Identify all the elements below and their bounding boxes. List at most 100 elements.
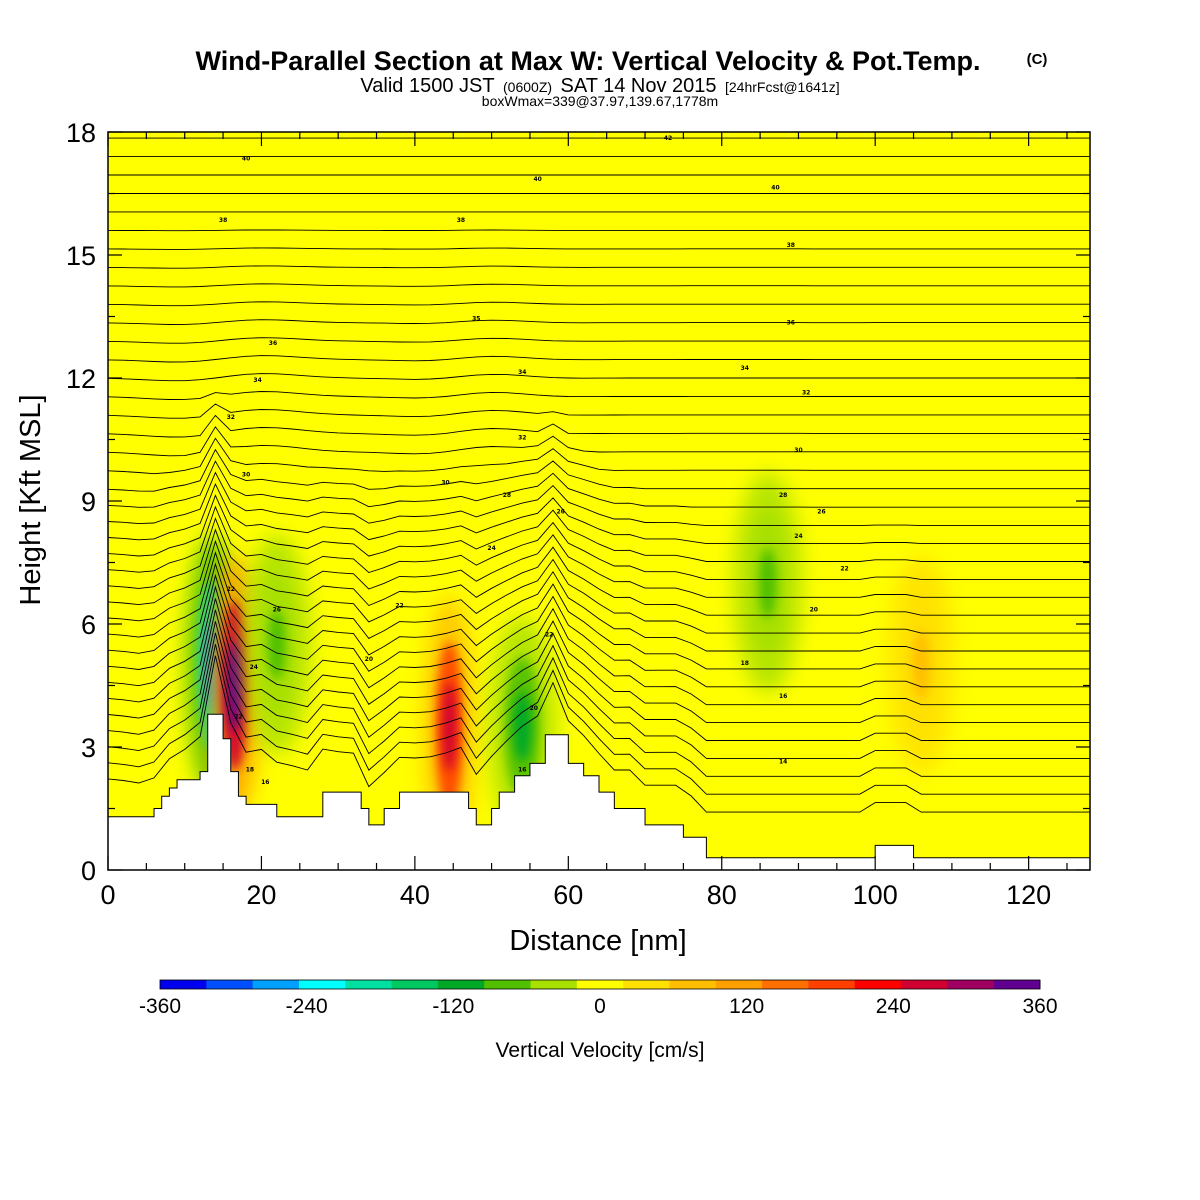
theta-contour bbox=[108, 562, 1090, 670]
contour-label: 20 bbox=[810, 607, 818, 614]
terrain-profile bbox=[108, 713, 1090, 870]
colorbar-swatch bbox=[993, 980, 1041, 989]
x-tick-label: 40 bbox=[400, 880, 430, 910]
theta-contour bbox=[108, 471, 1090, 527]
contour-label: 30 bbox=[794, 447, 802, 454]
y-tick-label: 0 bbox=[81, 856, 96, 886]
theta-contours bbox=[108, 137, 1090, 813]
contour-label: 28 bbox=[779, 492, 787, 499]
y-tick-label: 15 bbox=[66, 241, 96, 271]
contour-label: 32 bbox=[802, 389, 810, 396]
colorbar-swatch bbox=[623, 980, 670, 989]
colorbar-swatch bbox=[808, 980, 856, 989]
contour-label: 36 bbox=[787, 320, 795, 327]
colorbar-tick-label: -240 bbox=[286, 995, 328, 1018]
valid-prefix: Valid 1500 JST bbox=[360, 75, 494, 97]
theta-contour bbox=[108, 414, 1090, 438]
colorbar-frame bbox=[159, 979, 1041, 990]
colorbar-swatch bbox=[437, 980, 485, 989]
theta-contour bbox=[108, 539, 1090, 634]
contour-labels: 40 38 38 40 42 40 38 36 35 36 34 34 34 32 32 32 30 30 30 28… bbox=[219, 135, 849, 786]
velocity-peak bbox=[267, 609, 286, 680]
velocity-peak bbox=[912, 630, 931, 700]
theta-contour bbox=[108, 448, 1090, 492]
contour-label: 30 bbox=[242, 471, 250, 478]
theta-contour bbox=[108, 355, 1090, 363]
theta-contour bbox=[108, 655, 1090, 813]
theta-contour bbox=[108, 265, 1090, 269]
colorbar-swatch bbox=[854, 980, 902, 989]
contour-label: 36 bbox=[269, 340, 277, 347]
colorbar-swatch bbox=[252, 980, 300, 989]
colorbar-swatch bbox=[576, 980, 624, 989]
theta-contour bbox=[108, 482, 1090, 545]
colorbar-swatch bbox=[947, 980, 995, 989]
contour-label: 35 bbox=[472, 316, 480, 323]
contour-label: 30 bbox=[441, 480, 449, 487]
contour-label: 34 bbox=[518, 369, 526, 376]
colorbar-swatch bbox=[715, 980, 763, 989]
x-tick-label: 120 bbox=[1006, 880, 1051, 910]
colorbar-swatch bbox=[160, 980, 207, 989]
theta-contour bbox=[108, 437, 1090, 475]
contour-label: 22 bbox=[545, 631, 553, 638]
chart-title: Wind-Parallel Section at Max W: Vertical… bbox=[196, 46, 981, 76]
contour-label: 40 bbox=[242, 156, 250, 163]
y-tick-label: 12 bbox=[66, 364, 96, 394]
contour-label: 42 bbox=[664, 135, 672, 142]
contour-label: 32 bbox=[518, 435, 526, 442]
colorbar-labels: -360 -240 -120 0 120 240 360 bbox=[139, 995, 1058, 1018]
x-tick-labels: 0 20 40 60 80 100 120 bbox=[100, 880, 1051, 910]
theta-contour bbox=[108, 598, 1090, 724]
contour-label: 22 bbox=[395, 603, 403, 610]
contour-label: 24 bbox=[250, 664, 258, 671]
x-axis-label: Distance [nm] bbox=[509, 925, 686, 957]
colorbar-tick-label: 0 bbox=[594, 995, 606, 1018]
contour-label: 28 bbox=[503, 492, 511, 499]
colorbar-tick-label: -360 bbox=[139, 995, 181, 1018]
y-tick-label: 18 bbox=[66, 118, 96, 148]
y-tick-labels: 0 3 6 9 12 15 18 bbox=[66, 118, 96, 886]
y-tick-label: 3 bbox=[81, 733, 96, 763]
theta-contour bbox=[108, 585, 1090, 706]
theta-contour bbox=[108, 621, 1090, 759]
contour-label: 38 bbox=[219, 217, 227, 224]
colorbar bbox=[159, 979, 1041, 990]
theta-contour bbox=[108, 426, 1090, 457]
y-axis-label: Height [Kft MSL] bbox=[15, 394, 47, 605]
y-tick-label: 6 bbox=[81, 610, 96, 640]
velocity-peak bbox=[758, 548, 777, 618]
contour-label: 22 bbox=[234, 713, 242, 720]
theta-contour bbox=[108, 609, 1090, 741]
contour-label: 14 bbox=[779, 758, 787, 765]
theta-contour bbox=[108, 403, 1090, 419]
valid-date: SAT 14 Nov 2015 bbox=[561, 75, 717, 97]
contour-label: 16 bbox=[779, 693, 787, 700]
x-tick-label: 20 bbox=[246, 880, 276, 910]
colorbar-swatch bbox=[206, 980, 254, 989]
theta-contour bbox=[108, 644, 1090, 795]
contour-label: 18 bbox=[741, 660, 749, 667]
theta-contour bbox=[108, 494, 1090, 562]
contour-label: 22 bbox=[227, 586, 235, 593]
velocity-peak bbox=[442, 681, 457, 772]
colorbar-tick-label: 360 bbox=[1022, 995, 1057, 1018]
contour-label: 20 bbox=[365, 656, 373, 663]
theta-contour bbox=[108, 391, 1090, 400]
colorbar-swatch bbox=[669, 980, 717, 989]
contour-label: 40 bbox=[771, 184, 779, 191]
colorbar-swatch bbox=[762, 980, 809, 989]
x-tick-label: 60 bbox=[553, 880, 583, 910]
colorbar-tick-label: 240 bbox=[876, 995, 911, 1018]
colorbar-title: Vertical Velocity [cm/s] bbox=[496, 1039, 705, 1062]
forecast-info: [24hrFcst@1641z] bbox=[725, 79, 840, 95]
theta-contour bbox=[108, 505, 1090, 580]
colorbar-swatch bbox=[298, 980, 346, 989]
valid-zulu: (0600Z) bbox=[503, 79, 552, 95]
contour-label: 34 bbox=[253, 377, 261, 384]
contour-label: 26 bbox=[817, 508, 825, 515]
theta-contour bbox=[108, 632, 1090, 777]
contour-label: 24 bbox=[487, 545, 495, 552]
contour-label: 24 bbox=[794, 533, 802, 540]
